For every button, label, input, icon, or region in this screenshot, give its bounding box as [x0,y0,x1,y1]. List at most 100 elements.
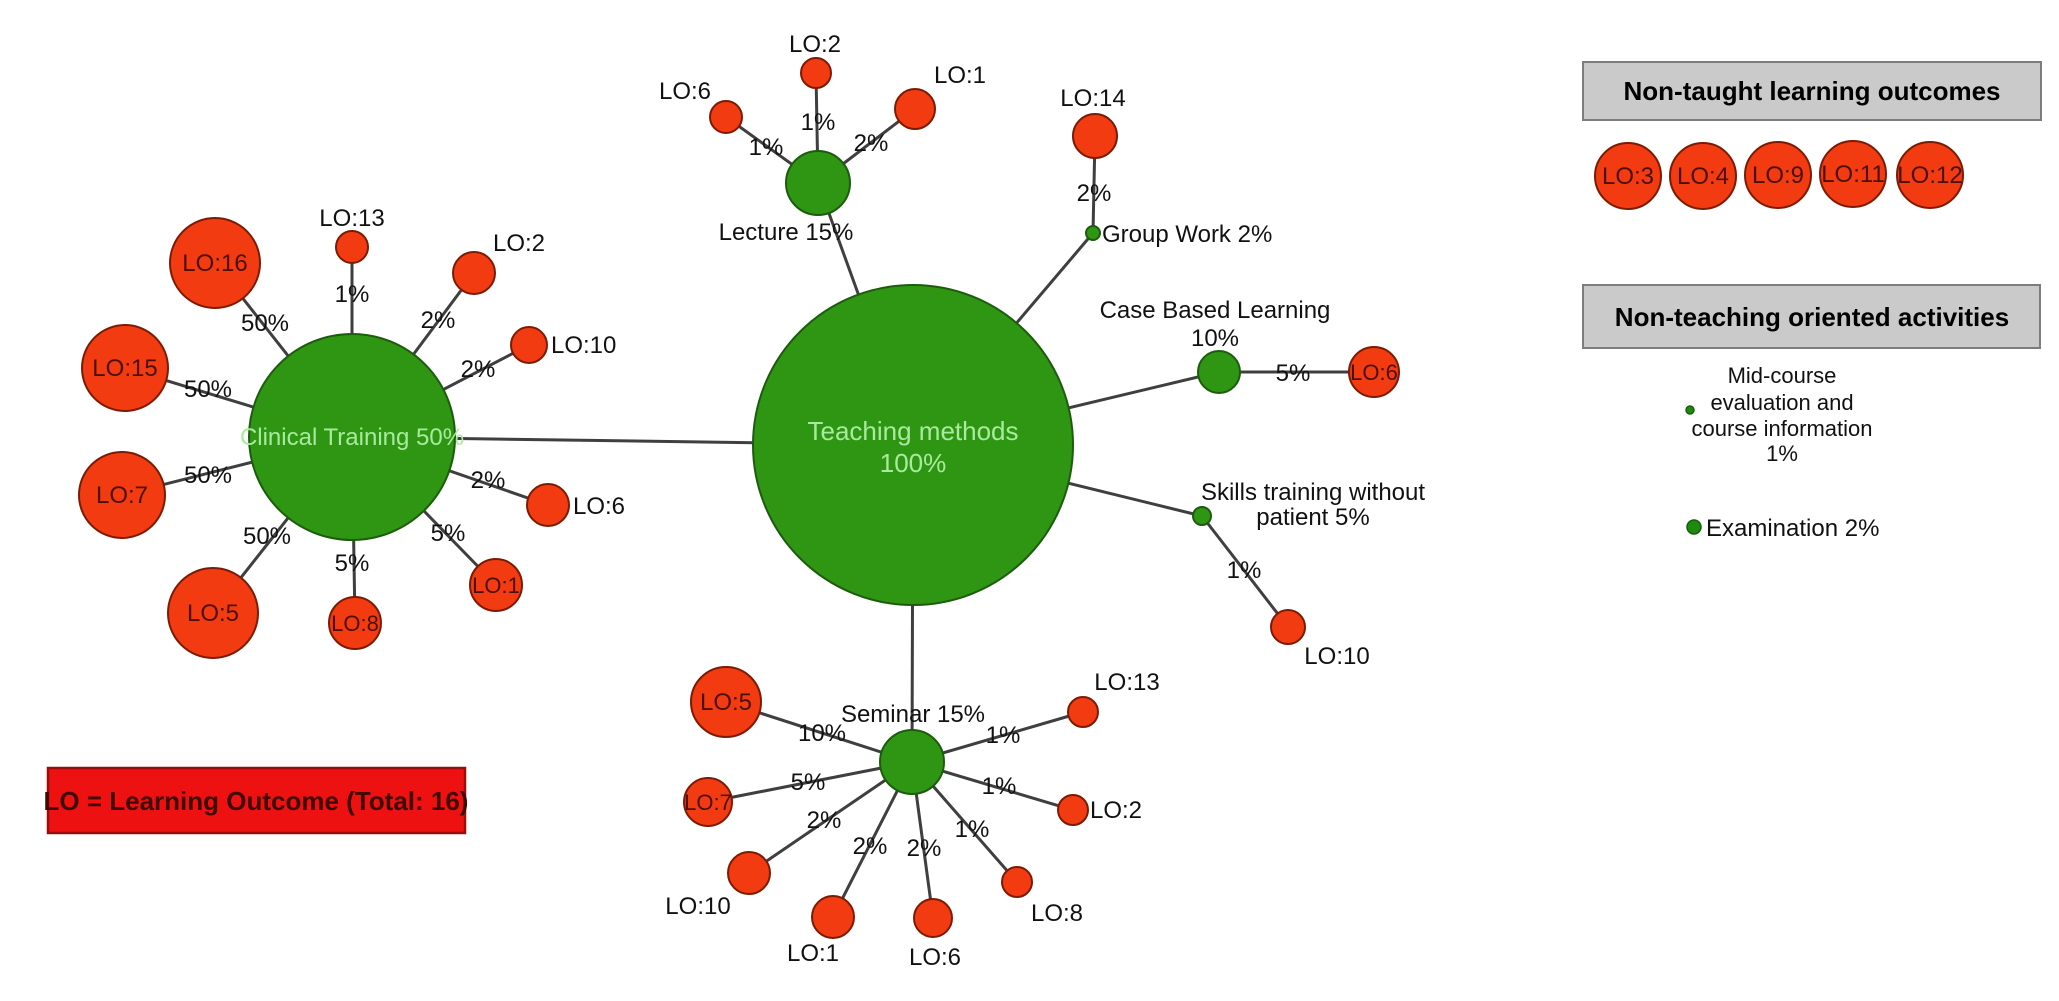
pct-seminar-lo5: 10% [798,720,846,747]
node-nontaught-lo11 [1819,140,1887,208]
seminar-label: Seminar 15% [841,701,985,728]
node-nontaught-lo9 [1744,141,1812,209]
label-clinical-lo2: LO:2 [493,230,545,257]
method-labels: Teaching methods 100% Clinical Training … [240,219,1425,728]
pct-seminar-lo2: 1% [982,773,1017,800]
pct-clinical-lo15: 50% [184,376,232,403]
node-clinical-lo5 [167,567,259,659]
edge-percent-labels: 50% 50% 50% 50% 1% 2% 2% 2% 5% 5% 1% 1% … [184,109,1310,862]
teaching-methods-label-line1: Teaching methods [807,416,1018,446]
label-nontaught-lo4: LO:4 [1677,163,1729,190]
edge-skills-lo10 [1200,515,1290,628]
pct-clinical-lo13: 1% [335,281,370,308]
label-clinical-lo16: LO:16 [182,250,247,277]
legend: LO = Learning Outcome (Total: 16) [44,766,469,835]
legend-box [46,766,467,835]
skills-label-line1: Skills training without [1201,479,1425,506]
pct-lecture-lo1: 2% [854,130,889,157]
label-nontaught-lo11: LO:11 [1821,161,1885,188]
node-seminar-lo10 [727,851,771,895]
mid-course-line1: Mid-course [1728,363,1837,388]
label-seminar-lo6: LO:6 [909,944,961,971]
node-skills-training-dot [1192,506,1212,526]
node-clinical-lo13 [335,230,369,264]
non-taught-panel: Non-taught learning outcomes LO:3 LO:4 L… [1582,61,2042,210]
label-nontaught-lo3: LO:3 [1602,163,1654,190]
pct-clinical-lo7: 50% [184,462,232,489]
node-cbl-lo6 [1348,346,1400,398]
node-nontaught-lo3 [1594,142,1662,210]
pct-lecture-lo6: 1% [749,134,784,161]
node-case-based-learning [1197,350,1241,394]
label-seminar-lo1: LO:1 [787,940,839,967]
label-clinical-lo5: LO:5 [187,600,239,627]
label-clinical-lo10: LO:10 [551,332,616,359]
mid-course-line2: evaluation and [1710,390,1853,415]
examination-label: Examination 2% [1706,515,1879,542]
label-seminar-lo13: LO:13 [1094,669,1159,696]
outcome-labels: LO:16 LO:15 LO:7 LO:5 LO:1 LO:8 LO:13 LO… [92,31,1398,971]
node-seminar-lo5 [690,666,762,738]
label-clinical-lo1: LO:1 [472,573,520,598]
label-skills-lo10: LO:10 [1304,643,1369,670]
non-teaching-panel: Non-teaching oriented activities Mid-cou… [1582,284,2041,542]
pct-clinical-lo2: 2% [421,307,456,334]
outcome-nodes [78,57,1400,939]
label-seminar-lo7: LO:7 [684,790,732,815]
non-teaching-title: Non-teaching oriented activities [1615,302,2009,332]
method-nodes [248,150,1241,795]
node-clinical-lo15 [81,324,169,412]
mid-course-dot [1685,405,1695,415]
skills-label-line2: patient 5% [1256,504,1369,531]
pct-skills-lo10: 1% [1227,557,1262,584]
node-lecture-lo2 [800,57,832,89]
cbl-label-line1: Case Based Learning [1100,297,1331,324]
clinical-training-label: Clinical Training 50% [240,424,464,451]
node-group-work-dot [1085,225,1101,241]
node-seminar-lo6 [913,898,953,938]
label-clinical-lo6: LO:6 [573,493,625,520]
pct-cbl-lo6: 5% [1276,360,1311,387]
pct-seminar-lo7: 5% [791,769,826,796]
label-lecture-lo6: LO:6 [659,78,711,105]
node-clinical-lo10 [510,326,548,364]
node-clinical-training [248,333,456,541]
teaching-methods-label-line2: 100% [880,448,947,478]
node-clinical-lo2 [452,251,496,295]
examination-dot [1686,519,1702,535]
node-clinical-lo7 [78,451,166,539]
label-lecture-lo1: LO:1 [934,62,986,89]
node-lecture [785,150,851,216]
label-seminar-lo2: LO:2 [1090,797,1142,824]
node-clinical-lo8 [328,596,382,650]
label-cbl-lo6: LO:6 [1350,360,1398,385]
label-clinical-lo8: LO:8 [331,611,379,636]
pct-seminar-lo8: 1% [955,816,990,843]
lecture-label: Lecture 15% [719,219,854,246]
label-seminar-lo8: LO:8 [1031,900,1083,927]
label-nontaught-lo12: LO:12 [1897,162,1962,189]
pct-clinical-lo6: 2% [471,467,506,494]
label-nontaught-lo9: LO:9 [1752,162,1804,189]
label-clinical-lo7: LO:7 [96,482,148,509]
node-seminar-lo1 [811,895,855,939]
legend-label: LO = Learning Outcome (Total: 16) [44,786,469,816]
non-taught-title: Non-taught learning outcomes [1624,76,2001,106]
label-lecture-lo2: LO:2 [789,31,841,58]
node-nontaught-lo12 [1896,141,1964,209]
node-teaching-methods [752,284,1074,606]
pct-clinical-lo16: 50% [241,310,289,337]
mid-course-line3: course information [1692,416,1873,441]
node-seminar-lo13 [1067,696,1099,728]
node-clinical-lo6 [526,483,570,527]
node-clinical-lo1 [469,558,523,612]
label-seminar-lo10: LO:10 [665,893,730,920]
pct-seminar-lo6: 2% [907,835,942,862]
node-groupwork-lo14 [1072,113,1118,159]
label-clinical-lo15: LO:15 [92,355,157,382]
label-groupwork-lo14: LO:14 [1060,85,1125,112]
node-seminar-lo8 [1001,866,1033,898]
cbl-label-line2: 10% [1191,325,1239,352]
